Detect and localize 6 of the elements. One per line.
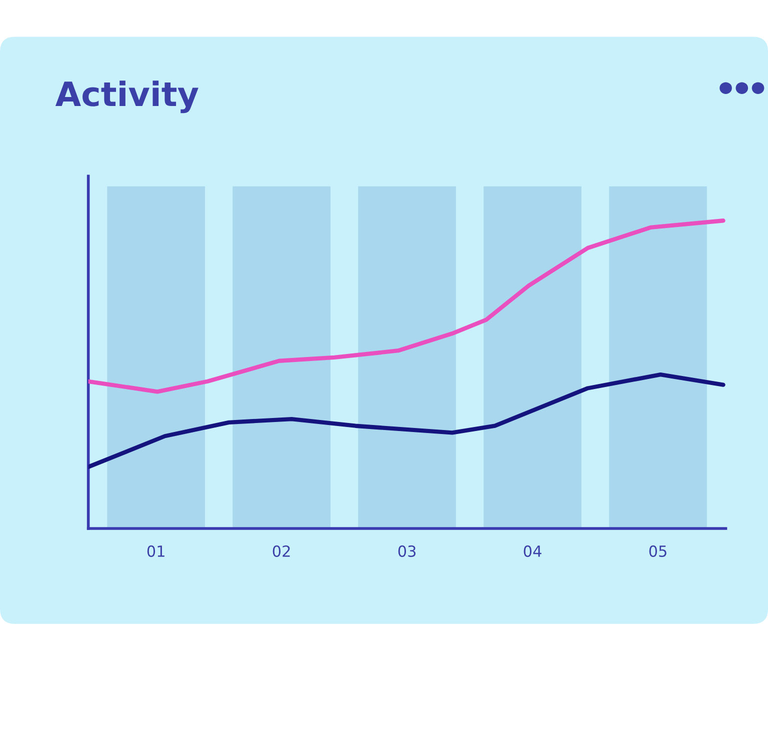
chart-title: Activity bbox=[55, 80, 198, 114]
x-tick-label: 01 bbox=[147, 545, 164, 557]
x-tick-label: 03 bbox=[398, 545, 416, 557]
x-tick-label: 02 bbox=[272, 545, 290, 557]
x-tick-label: 04 bbox=[524, 545, 542, 557]
x-tick-label: 05 bbox=[649, 545, 666, 557]
